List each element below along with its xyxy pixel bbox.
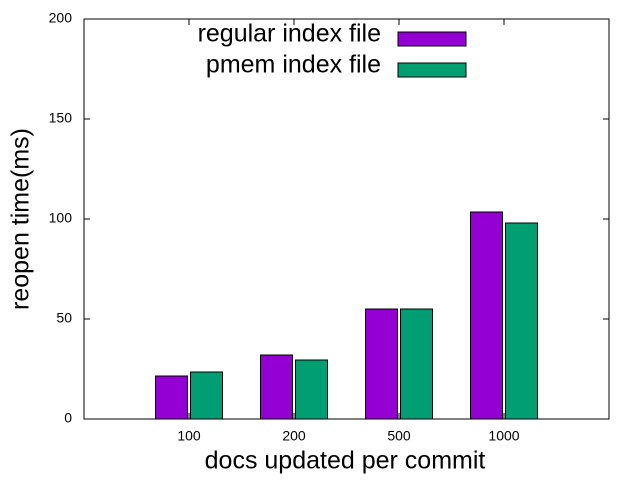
y-tick-label: 200	[49, 10, 73, 26]
x-tick-label: 500	[387, 428, 411, 444]
y-tick-label: 50	[56, 310, 72, 326]
bar	[470, 211, 503, 420]
legend-label: pmem index file	[206, 51, 381, 79]
y-tick-label: 100	[49, 210, 73, 226]
legend-swatch	[397, 31, 467, 47]
bar	[505, 222, 538, 420]
y-axis-title: reopen time(ms)	[7, 128, 35, 310]
bar	[295, 359, 328, 420]
y-tick-label: 0	[64, 410, 72, 426]
x-tick-label: 1000	[488, 428, 519, 444]
bar	[155, 375, 188, 420]
bar	[260, 354, 293, 420]
bar	[400, 308, 433, 420]
x-tick-label: 200	[282, 428, 306, 444]
legend-swatch	[397, 62, 467, 78]
bar	[365, 308, 398, 420]
x-axis-title: docs updated per commit	[205, 447, 486, 475]
bar	[190, 371, 223, 420]
legend-label: regular index file	[198, 20, 381, 48]
y-tick-label: 150	[49, 110, 73, 126]
x-tick-label: 100	[177, 428, 201, 444]
